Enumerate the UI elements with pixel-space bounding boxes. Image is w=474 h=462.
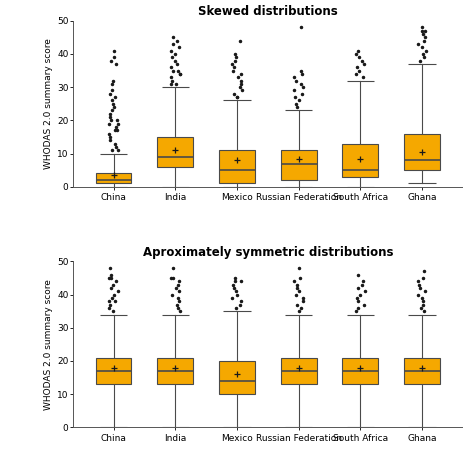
Bar (281, 150, 317, 180)
Bar (219, 150, 255, 183)
Y-axis label: WHODAS 2.0 summary score: WHODAS 2.0 summary score (44, 279, 53, 410)
Bar (157, 358, 193, 384)
Y-axis label: WHODAS 2.0 summary score: WHODAS 2.0 summary score (44, 38, 53, 169)
Bar (219, 361, 255, 394)
Bar (157, 137, 193, 167)
Bar (96, 358, 131, 384)
Bar (96, 173, 131, 183)
Bar (404, 358, 440, 384)
Title: Aproximately symmetric distributions: Aproximately symmetric distributions (143, 246, 393, 259)
Bar (342, 144, 378, 177)
Bar (281, 358, 317, 384)
Bar (342, 358, 378, 384)
Bar (404, 134, 440, 170)
Title: Skewed distributions: Skewed distributions (198, 5, 337, 18)
